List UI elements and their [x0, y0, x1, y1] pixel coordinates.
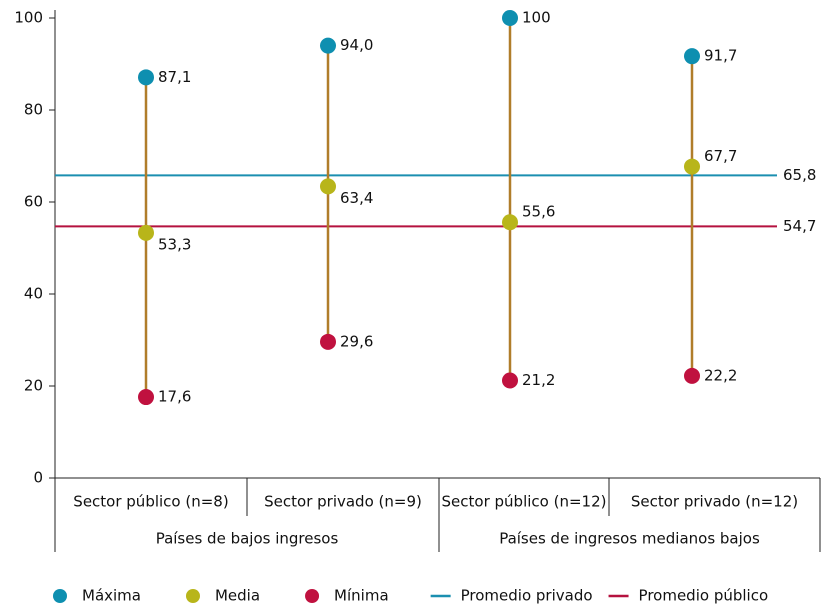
dot	[684, 48, 700, 65]
legend-label: Máxima	[82, 587, 141, 605]
dot	[502, 214, 518, 231]
y-tick-label: 100	[14, 9, 43, 27]
legend-label: Promedio privado	[461, 587, 593, 605]
dot	[320, 37, 336, 54]
value-label: 63,4	[340, 189, 373, 207]
dot	[684, 158, 700, 175]
value-label: 55,6	[522, 203, 555, 221]
value-label: 21,2	[522, 371, 555, 389]
value-label: 29,6	[340, 332, 373, 350]
value-label: 67,7	[704, 147, 737, 165]
value-label: 94,0	[340, 36, 373, 54]
y-tick-label: 0	[33, 469, 43, 487]
legend-label: Promedio público	[639, 587, 769, 605]
reference-label: 54,7	[783, 217, 816, 235]
legend-swatch	[53, 589, 67, 603]
value-label: 53,3	[158, 235, 191, 253]
dot	[138, 224, 154, 241]
value-label: 91,7	[704, 47, 737, 65]
value-label: 22,2	[704, 366, 737, 384]
y-tick-label: 20	[24, 377, 43, 395]
dot	[320, 333, 336, 350]
x-tick-label: Sector privado (n=12)	[631, 493, 798, 511]
legend-swatch	[305, 589, 320, 603]
group-label: Países de bajos ingresos	[156, 530, 339, 548]
value-label: 100	[522, 9, 551, 27]
group-label: Países de ingresos medianos bajos	[499, 530, 760, 548]
reference-label: 65,8	[783, 166, 816, 184]
x-tick-label: Sector público (n=8)	[73, 493, 228, 511]
y-tick-label: 80	[24, 101, 43, 119]
dot	[138, 389, 154, 406]
value-label: 87,1	[158, 68, 191, 86]
dot	[502, 372, 518, 389]
y-tick-label: 40	[24, 285, 43, 303]
x-tick-label: Sector privado (n=9)	[264, 493, 422, 511]
x-tick-label: Sector público (n=12)	[442, 493, 607, 511]
legend-label: Mínima	[334, 587, 389, 605]
y-tick-label: 60	[24, 193, 43, 211]
dot	[684, 367, 700, 384]
dot	[138, 69, 154, 86]
dot	[320, 178, 336, 195]
legend-label: Media	[215, 587, 260, 605]
dot	[502, 10, 518, 26]
value-label: 17,6	[158, 388, 191, 406]
legend-swatch	[185, 589, 200, 603]
